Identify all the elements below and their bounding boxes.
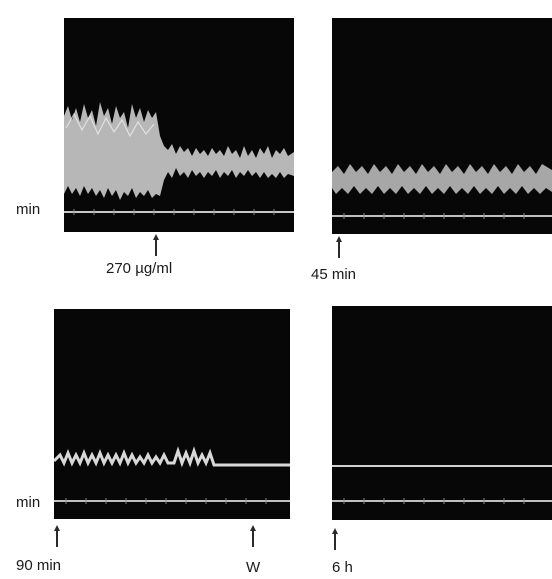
burst-trace bbox=[64, 102, 294, 200]
trace-panel-45min bbox=[332, 18, 552, 234]
burst-highlights bbox=[65, 112, 155, 138]
up-arrow-icon bbox=[52, 525, 62, 547]
time-45-label: 45 min bbox=[311, 266, 357, 283]
baseline-ticks bbox=[73, 209, 275, 215]
min-label-bottom: min bbox=[16, 494, 41, 511]
trace-45min bbox=[332, 164, 552, 194]
concentration-label: 270 µg/ml bbox=[106, 260, 173, 277]
up-arrow-icon bbox=[334, 236, 344, 258]
trace-90min bbox=[54, 446, 290, 468]
time-6h-label: 6 h bbox=[332, 559, 353, 576]
washout-label: W bbox=[246, 559, 261, 576]
time-90-label: 90 min bbox=[16, 557, 62, 574]
up-arrow-icon bbox=[330, 528, 340, 550]
trace-panel-6h bbox=[332, 306, 552, 520]
up-arrow-icon bbox=[151, 234, 161, 256]
trace-panel-90min bbox=[54, 309, 290, 519]
trace-panel-baseline-drug bbox=[64, 18, 294, 232]
up-arrow-icon bbox=[248, 525, 258, 547]
min-label-top: min bbox=[16, 201, 41, 218]
